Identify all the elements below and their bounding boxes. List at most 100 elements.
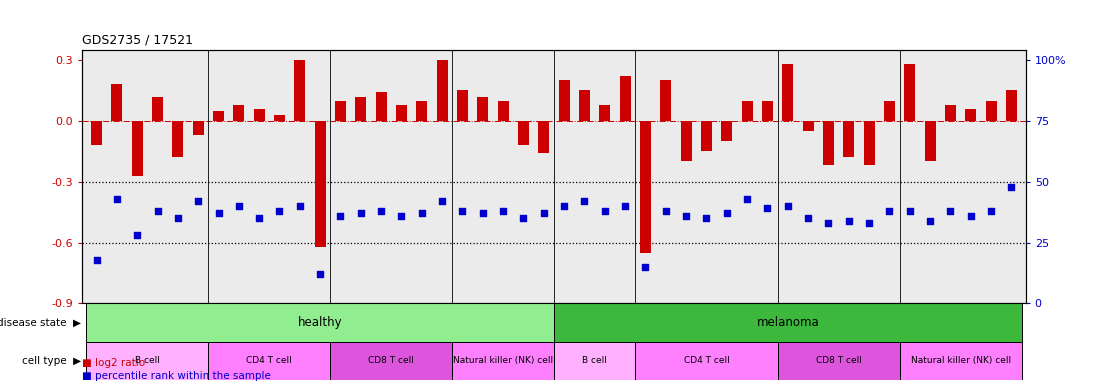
Point [1003,184,1020,190]
Point [474,210,491,217]
Bar [539,121,550,153]
Point [190,198,207,204]
Text: disease state  ▶: disease state ▶ [0,318,81,328]
Bar [437,60,448,121]
Point [596,208,613,214]
Bar [172,121,183,157]
Point [738,196,756,202]
Point [881,208,898,214]
Bar [599,105,610,121]
Bar [213,111,224,121]
Text: healthy: healthy [298,316,342,329]
Bar [635,342,778,380]
Bar [87,342,208,380]
Point [372,208,389,214]
Bar [132,121,143,175]
Bar [762,101,773,121]
Point [433,198,451,204]
Point [921,218,939,224]
Bar [554,303,1021,342]
Bar [234,105,245,121]
Point [617,203,634,209]
Bar [330,342,452,380]
Point [800,215,817,221]
Point [331,213,349,219]
Bar [900,342,1021,380]
Point [719,210,736,217]
Bar [253,109,264,121]
Point [271,208,289,214]
Bar [680,121,692,161]
Point [535,210,553,217]
Text: melanoma: melanoma [757,316,819,329]
Point [109,196,126,202]
Text: Natural killer (NK) cell: Natural killer (NK) cell [453,356,553,366]
Bar [335,101,346,121]
Bar [985,101,997,121]
Bar [803,121,814,131]
Bar [193,121,204,135]
Point [657,208,675,214]
Point [495,208,512,214]
Bar [477,96,488,121]
Point [149,208,167,214]
Point [941,208,959,214]
Point [982,208,999,214]
Text: Natural killer (NK) cell: Natural killer (NK) cell [911,356,1010,366]
Bar [579,91,590,121]
Point [454,208,472,214]
Bar [375,93,387,121]
Point [210,210,227,217]
Point [250,215,268,221]
Bar [452,342,554,380]
Text: B cell: B cell [583,356,607,366]
Point [779,203,796,209]
Bar [701,121,712,151]
Bar [844,121,855,157]
Text: CD4 T cell: CD4 T cell [247,356,292,366]
Point [901,208,918,214]
Bar [1006,91,1017,121]
Bar [498,101,509,121]
Bar [91,121,102,145]
Bar [294,60,305,121]
Text: CD4 T cell: CD4 T cell [683,356,730,366]
Bar [396,105,407,121]
Text: ■ log2 ratio: ■ log2 ratio [82,358,146,368]
Bar [208,342,330,380]
Bar [721,121,733,141]
Point [840,218,858,224]
Text: GDS2735 / 17521: GDS2735 / 17521 [82,33,193,46]
Bar [863,121,874,166]
Bar [416,101,428,121]
Bar [315,121,326,247]
Point [291,203,308,209]
Bar [640,121,652,253]
Point [393,213,410,219]
Point [677,213,694,219]
Bar [111,84,123,121]
Bar [782,64,793,121]
Text: CD8 T cell: CD8 T cell [369,356,415,366]
Text: cell type  ▶: cell type ▶ [22,356,81,366]
Bar [925,121,936,161]
Point [312,271,329,277]
Bar [518,121,529,145]
Point [555,203,573,209]
Bar [823,121,834,166]
Bar [558,80,569,121]
Bar [151,96,163,121]
Bar [742,101,753,121]
Bar [778,342,900,380]
Point [88,257,105,263]
Point [230,203,248,209]
Point [414,210,431,217]
Text: B cell: B cell [135,356,160,366]
Bar [456,91,468,121]
Point [169,215,186,221]
Bar [965,109,976,121]
Point [962,213,980,219]
Bar [355,96,366,121]
Point [514,215,532,221]
Text: ■ percentile rank within the sample: ■ percentile rank within the sample [82,371,271,381]
